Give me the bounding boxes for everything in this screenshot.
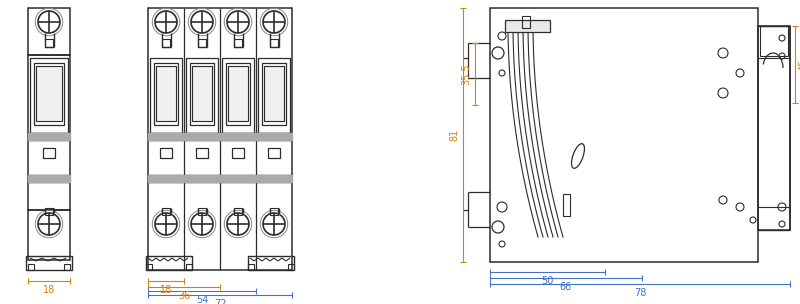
Bar	[154, 63, 178, 125]
Bar	[563, 194, 570, 216]
Bar	[146, 256, 192, 270]
Bar	[28, 264, 34, 270]
Bar	[36, 66, 62, 121]
Bar	[30, 58, 68, 133]
Bar	[256, 8, 292, 55]
Text: 45: 45	[799, 58, 800, 71]
Bar	[234, 39, 242, 47]
Bar	[198, 39, 206, 47]
Bar	[186, 264, 192, 270]
Bar	[190, 63, 214, 125]
Bar	[160, 148, 172, 158]
Text: 35.5: 35.5	[461, 63, 471, 85]
Bar	[226, 63, 250, 125]
Bar	[262, 63, 286, 125]
Bar	[45, 208, 53, 215]
Bar	[234, 208, 242, 215]
Bar	[758, 26, 790, 230]
Bar	[288, 264, 294, 270]
Text: 18: 18	[160, 285, 172, 295]
Bar	[220, 8, 256, 55]
Bar	[156, 66, 176, 121]
Bar	[64, 264, 70, 270]
Bar	[148, 8, 292, 270]
Bar	[28, 55, 70, 210]
Text: 72: 72	[214, 299, 226, 304]
Bar	[162, 39, 170, 47]
Bar	[268, 148, 280, 158]
Bar	[505, 20, 550, 32]
Bar	[248, 264, 254, 270]
Bar	[148, 8, 184, 55]
Text: 81: 81	[449, 129, 459, 141]
Bar	[258, 58, 290, 133]
Bar	[45, 39, 53, 47]
Bar	[28, 210, 70, 260]
Bar	[248, 256, 294, 270]
Bar	[270, 39, 278, 47]
Text: 66: 66	[560, 282, 572, 292]
Bar	[222, 58, 254, 133]
Bar	[522, 16, 530, 28]
Bar	[760, 26, 788, 56]
Bar	[270, 208, 278, 215]
Bar	[186, 58, 218, 133]
Bar	[184, 8, 220, 55]
Bar	[28, 8, 70, 55]
Bar	[196, 148, 208, 158]
Text: 18: 18	[43, 285, 55, 295]
Bar	[26, 256, 72, 270]
Bar	[146, 264, 152, 270]
Bar	[232, 148, 244, 158]
Bar	[192, 66, 212, 121]
Bar	[162, 208, 170, 215]
Bar	[490, 8, 758, 262]
Text: 36: 36	[178, 291, 190, 301]
Bar	[264, 66, 284, 121]
Text: 54: 54	[196, 295, 208, 304]
Text: 78: 78	[634, 288, 646, 298]
Text: 50: 50	[542, 276, 554, 286]
Bar	[228, 66, 248, 121]
Bar	[43, 148, 55, 158]
Bar	[198, 208, 206, 215]
Bar	[34, 63, 64, 125]
Bar	[150, 58, 182, 133]
